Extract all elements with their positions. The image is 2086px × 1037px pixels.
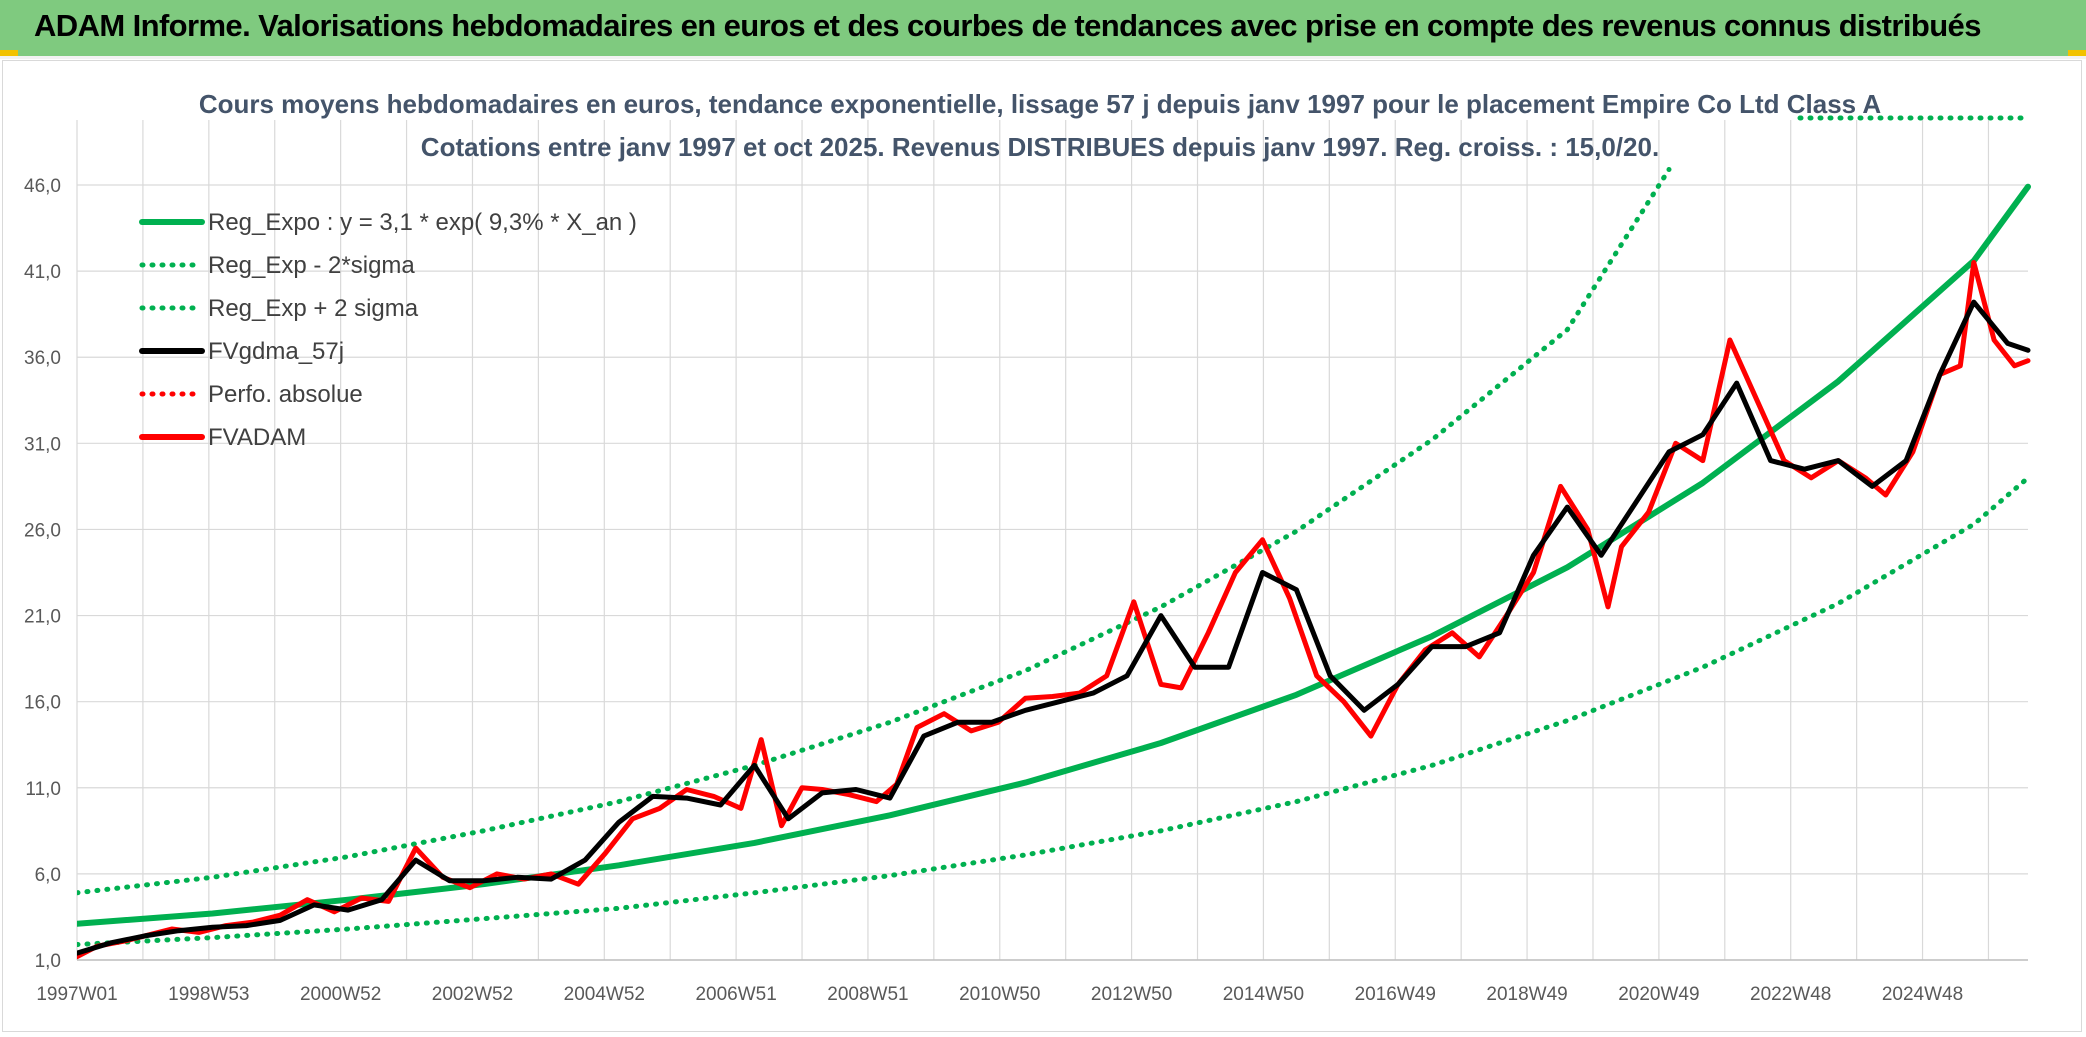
legend-label: Perfo. absolue bbox=[208, 381, 363, 408]
chart-subtitle: Cotations entre janv 1997 et oct 2025. R… bbox=[421, 132, 1659, 162]
legend-label: FVADAM bbox=[208, 424, 306, 451]
x-tick-label: 2018W49 bbox=[1486, 984, 1567, 1005]
legend-label: Reg_Expo : y = 3,1 * exp( 9,3% * X_an ) bbox=[208, 209, 637, 236]
chart-title: Cours moyens hebdomadaires en euros, ten… bbox=[199, 89, 1882, 119]
series-fvgdma-57j bbox=[77, 299, 2031, 956]
report-banner: ADAM Informe. Valorisations hebdomadaire… bbox=[0, 0, 2086, 59]
x-tick-label: 2022W48 bbox=[1750, 984, 1831, 1005]
y-tick-label: 41,0 bbox=[24, 262, 61, 283]
x-tick-label: 2000W52 bbox=[300, 984, 381, 1005]
series-fvadam bbox=[77, 260, 2031, 960]
x-tick-label: 2004W52 bbox=[564, 984, 645, 1005]
chart-frame bbox=[2, 60, 2082, 1032]
x-tick-label: 2002W52 bbox=[432, 984, 513, 1005]
x-tick-label: 2024W48 bbox=[1882, 984, 1963, 1005]
y-axis-ticks: 1,0 6,0 11,0 16,0 21,0 26,0 31,0 36,0 41,0 46,0 bbox=[24, 176, 61, 972]
corner-accent-left bbox=[0, 50, 18, 56]
y-tick-label: 36,0 bbox=[24, 348, 61, 369]
y-tick-label: 11,0 bbox=[25, 779, 61, 800]
x-tick-label: 2020W49 bbox=[1618, 984, 1699, 1005]
legend-label: FVgdma_57j bbox=[208, 338, 344, 365]
x-tick-label: 2010W50 bbox=[959, 984, 1040, 1005]
x-tick-label: 2014W50 bbox=[1223, 984, 1304, 1005]
grid bbox=[76, 120, 2028, 961]
report-title: ADAM Informe. Valorisations hebdomadaire… bbox=[34, 8, 1981, 43]
series-reg-exp-minus-2sigma bbox=[77, 475, 2031, 947]
y-tick-label: 21,0 bbox=[24, 607, 61, 628]
x-tick-label: 1997W01 bbox=[36, 984, 117, 1005]
x-axis-ticks: 1997W01 1998W53 2000W52 2002W52 2004W52 2006W… bbox=[36, 984, 1963, 1005]
series-layer bbox=[77, 115, 2031, 960]
y-tick-label: 6,0 bbox=[35, 865, 61, 886]
legend: Reg_Expo : y = 3,1 * exp( 9,3% * X_an ) R… bbox=[139, 209, 637, 451]
x-tick-label: 2008W51 bbox=[827, 984, 908, 1005]
y-tick-label: 26,0 bbox=[24, 520, 61, 541]
legend-label: Reg_Exp - 2*sigma bbox=[208, 252, 415, 279]
corner-accent-right bbox=[2068, 50, 2086, 56]
y-tick-label: 1,0 bbox=[35, 951, 61, 972]
y-tick-label: 16,0 bbox=[24, 693, 61, 714]
y-tick-label: 46,0 bbox=[24, 176, 61, 197]
x-tick-label: 2006W51 bbox=[695, 984, 776, 1005]
x-tick-label: 1998W53 bbox=[168, 984, 249, 1005]
y-tick-label: 31,0 bbox=[24, 434, 61, 455]
x-tick-label: 2012W50 bbox=[1091, 984, 1172, 1005]
legend-label: Reg_Exp + 2 sigma bbox=[208, 295, 419, 322]
series-reg-exp-plus-2sigma bbox=[77, 167, 1672, 896]
x-tick-label: 2016W49 bbox=[1355, 984, 1436, 1005]
